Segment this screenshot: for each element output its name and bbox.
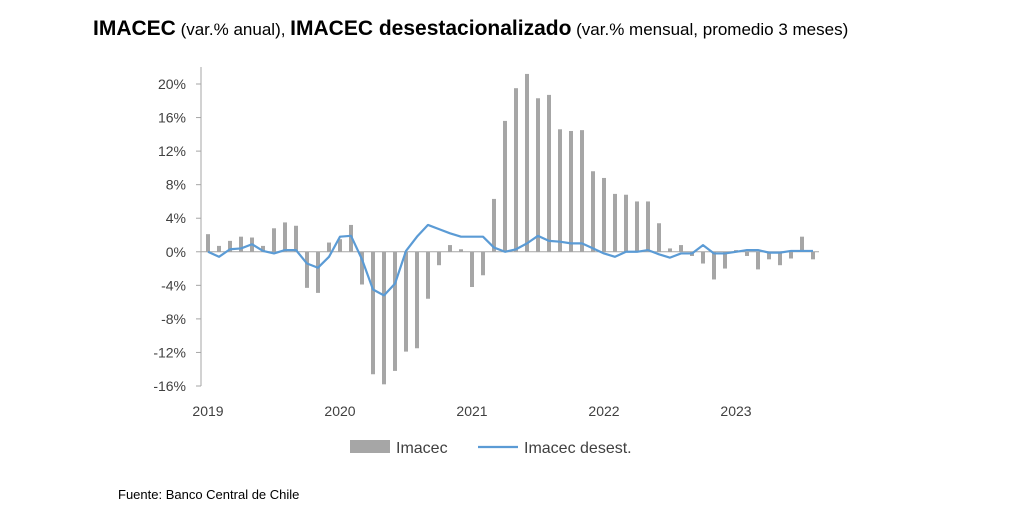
bar — [437, 251, 441, 266]
bar — [371, 251, 375, 375]
title-imacec-unit: (var.% anual), — [175, 20, 291, 39]
bar — [514, 88, 518, 252]
bar — [327, 242, 331, 252]
bar — [492, 198, 496, 252]
x-tick-label: 2020 — [324, 403, 355, 419]
bar — [305, 251, 309, 288]
bar — [657, 223, 661, 252]
legend-label-imacec: Imacec — [396, 440, 448, 457]
bar — [272, 228, 276, 252]
x-tick-label: 2022 — [588, 403, 619, 419]
title-imacec-desest-unit: (var.% mensual, promedio 3 meses) — [571, 20, 849, 39]
bar — [294, 225, 298, 252]
bar — [426, 251, 430, 299]
bar — [525, 73, 529, 252]
bar — [481, 251, 485, 276]
bar — [536, 98, 540, 252]
x-tick-labels: 2019 2020 2021 2022 2023 — [192, 403, 751, 419]
y-tick-label: 16% — [158, 110, 186, 126]
bar — [602, 177, 606, 252]
bar — [811, 251, 815, 260]
x-tick-label: 2021 — [456, 403, 487, 419]
bar — [745, 251, 749, 256]
bar — [789, 251, 793, 259]
bar — [800, 236, 804, 252]
bar — [569, 130, 573, 252]
bar — [261, 245, 265, 252]
bar — [679, 245, 683, 252]
bar — [217, 245, 221, 252]
bar — [206, 234, 210, 252]
y-tick-label: -4% — [161, 277, 186, 293]
chart-title: IMACEC (var.% anual), IMACEC desestacion… — [93, 17, 848, 41]
legend-label-imacec-desest: Imacec desest. — [524, 440, 632, 457]
bar — [239, 236, 243, 252]
y-tick-label: -16% — [153, 378, 186, 394]
title-imacec-desest: IMACEC desestacionalizado — [290, 17, 572, 40]
y-tick-label: 0% — [166, 244, 186, 260]
legend-bar-swatch — [350, 440, 390, 453]
bar — [503, 120, 507, 252]
y-tick-label: 12% — [158, 143, 186, 159]
bar — [393, 251, 397, 371]
bar — [712, 251, 716, 280]
title-imacec: IMACEC — [93, 17, 176, 40]
bar — [459, 249, 463, 252]
x-tick-label: 2023 — [720, 403, 751, 419]
bar — [624, 194, 628, 252]
bar — [404, 251, 408, 352]
y-tick-label: -12% — [153, 344, 186, 360]
axes — [196, 67, 202, 387]
y-tick-label: 4% — [166, 210, 186, 226]
bar — [668, 248, 672, 252]
bar — [338, 239, 342, 252]
bar — [613, 193, 617, 252]
bar — [360, 251, 364, 285]
y-tick-label: 8% — [166, 177, 186, 193]
y-tick-labels: 20% 16% 12% 8% 4% 0% -4% -8% -12% -16% — [153, 76, 186, 394]
legend: Imacec Imacec desest. — [350, 440, 632, 457]
bar — [723, 251, 727, 269]
bar — [228, 240, 232, 252]
x-tick-label: 2019 — [192, 403, 223, 419]
bar — [778, 251, 782, 266]
bar — [382, 251, 386, 385]
line-path — [207, 223, 813, 297]
bar — [767, 251, 771, 260]
source-note: Fuente: Banco Central de Chile — [118, 487, 300, 502]
bar — [635, 201, 639, 252]
bar — [558, 129, 562, 252]
bar — [316, 251, 320, 293]
bar — [591, 171, 595, 252]
bar — [547, 94, 551, 252]
y-tick-label: -8% — [161, 311, 186, 327]
bar — [415, 251, 419, 349]
line-series-imacec-desest — [207, 223, 814, 297]
bar — [756, 251, 760, 270]
bar — [646, 201, 650, 252]
bar-series-imacec — [206, 73, 815, 385]
y-tick-label: 20% — [158, 76, 186, 92]
bar — [448, 245, 452, 252]
bar — [701, 251, 705, 264]
bar — [470, 251, 474, 288]
bar — [283, 222, 287, 252]
bar — [580, 130, 584, 252]
